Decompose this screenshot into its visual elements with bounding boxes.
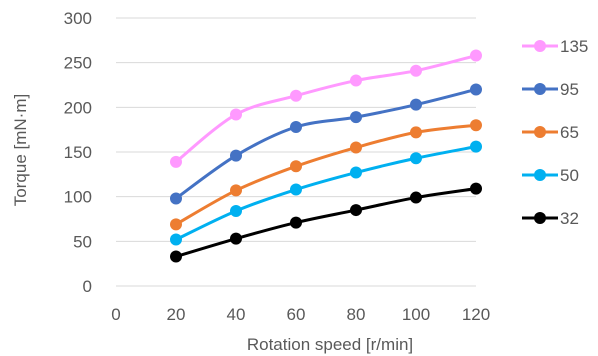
data-point-135-120 bbox=[470, 49, 482, 62]
data-point-32-20 bbox=[170, 250, 182, 263]
data-point-135-40 bbox=[230, 108, 242, 121]
series-line-135 bbox=[175, 54, 477, 164]
data-point-65-20 bbox=[170, 218, 182, 231]
gridlines bbox=[116, 17, 476, 287]
x-tick-label: 60 bbox=[287, 305, 306, 324]
data-point-32-100 bbox=[410, 191, 422, 204]
legend-label-135: 135 bbox=[560, 37, 588, 56]
x-axis-ticks: 0 20 40 60 80 100 120 bbox=[111, 305, 490, 324]
data-point-50-80 bbox=[350, 166, 362, 179]
data-point-32-80 bbox=[350, 204, 362, 217]
series-95 bbox=[170, 83, 482, 205]
series-50 bbox=[170, 140, 482, 246]
legend-marker-32 bbox=[534, 212, 546, 224]
y-tick-label: 150 bbox=[64, 143, 92, 162]
y-axis-ticks: 0 50 100 150 200 250 300 bbox=[64, 9, 92, 296]
legend-item-95: 95 bbox=[522, 80, 579, 99]
data-point-135-20 bbox=[170, 155, 182, 168]
legend-label-32: 32 bbox=[560, 209, 579, 228]
series-32 bbox=[170, 182, 482, 263]
data-point-32-40 bbox=[230, 232, 242, 245]
data-point-50-120 bbox=[470, 140, 482, 153]
y-axis-label: Torque [mN·m] bbox=[11, 94, 30, 206]
data-point-65-40 bbox=[230, 184, 242, 197]
legend-item-65: 65 bbox=[522, 123, 579, 142]
y-tick-label: 250 bbox=[64, 54, 92, 73]
y-tick-label: 100 bbox=[64, 188, 92, 207]
data-point-95-120 bbox=[470, 83, 482, 96]
series-lines bbox=[170, 49, 482, 263]
data-point-95-80 bbox=[350, 111, 362, 124]
x-tick-label: 0 bbox=[111, 305, 120, 324]
y-tick-label: 0 bbox=[83, 277, 92, 296]
y-tick-label: 50 bbox=[73, 232, 92, 251]
legend: 135 95 65 50 32 bbox=[522, 37, 588, 228]
legend-marker-135 bbox=[534, 40, 546, 52]
data-point-32-120 bbox=[470, 182, 482, 195]
legend-marker-65 bbox=[534, 126, 546, 138]
legend-label-50: 50 bbox=[560, 166, 579, 185]
data-point-50-20 bbox=[170, 233, 182, 246]
data-point-65-120 bbox=[470, 119, 482, 132]
series-line-50 bbox=[175, 145, 477, 241]
x-tick-label: 120 bbox=[462, 305, 490, 324]
series-135 bbox=[170, 49, 482, 168]
series-line-65 bbox=[175, 123, 477, 226]
data-point-50-40 bbox=[230, 204, 242, 217]
data-point-95-20 bbox=[170, 192, 182, 205]
data-point-135-60 bbox=[290, 89, 302, 102]
series-65 bbox=[170, 119, 482, 231]
legend-item-32: 32 bbox=[522, 209, 579, 228]
legend-label-95: 95 bbox=[560, 80, 579, 99]
y-tick-label: 200 bbox=[64, 98, 92, 117]
x-tick-label: 20 bbox=[167, 305, 186, 324]
x-tick-label: 100 bbox=[402, 305, 430, 324]
data-point-65-100 bbox=[410, 126, 422, 139]
data-point-32-60 bbox=[290, 216, 302, 229]
legend-label-65: 65 bbox=[560, 123, 579, 142]
x-tick-label: 80 bbox=[347, 305, 366, 324]
legend-marker-50 bbox=[534, 169, 546, 181]
legend-item-50: 50 bbox=[522, 166, 579, 185]
y-tick-label: 300 bbox=[64, 9, 92, 28]
data-point-95-60 bbox=[290, 120, 302, 133]
data-point-135-100 bbox=[410, 64, 422, 77]
data-point-95-100 bbox=[410, 98, 422, 111]
legend-marker-95 bbox=[534, 83, 546, 95]
data-point-95-40 bbox=[230, 149, 242, 162]
data-point-50-60 bbox=[290, 183, 302, 196]
data-point-50-100 bbox=[410, 152, 422, 165]
data-point-135-80 bbox=[350, 74, 362, 87]
x-tick-label: 40 bbox=[227, 305, 246, 324]
x-axis-label: Rotation speed [r/min] bbox=[247, 335, 413, 354]
data-point-65-80 bbox=[350, 141, 362, 154]
data-point-65-60 bbox=[290, 160, 302, 173]
legend-item-135: 135 bbox=[522, 37, 588, 56]
